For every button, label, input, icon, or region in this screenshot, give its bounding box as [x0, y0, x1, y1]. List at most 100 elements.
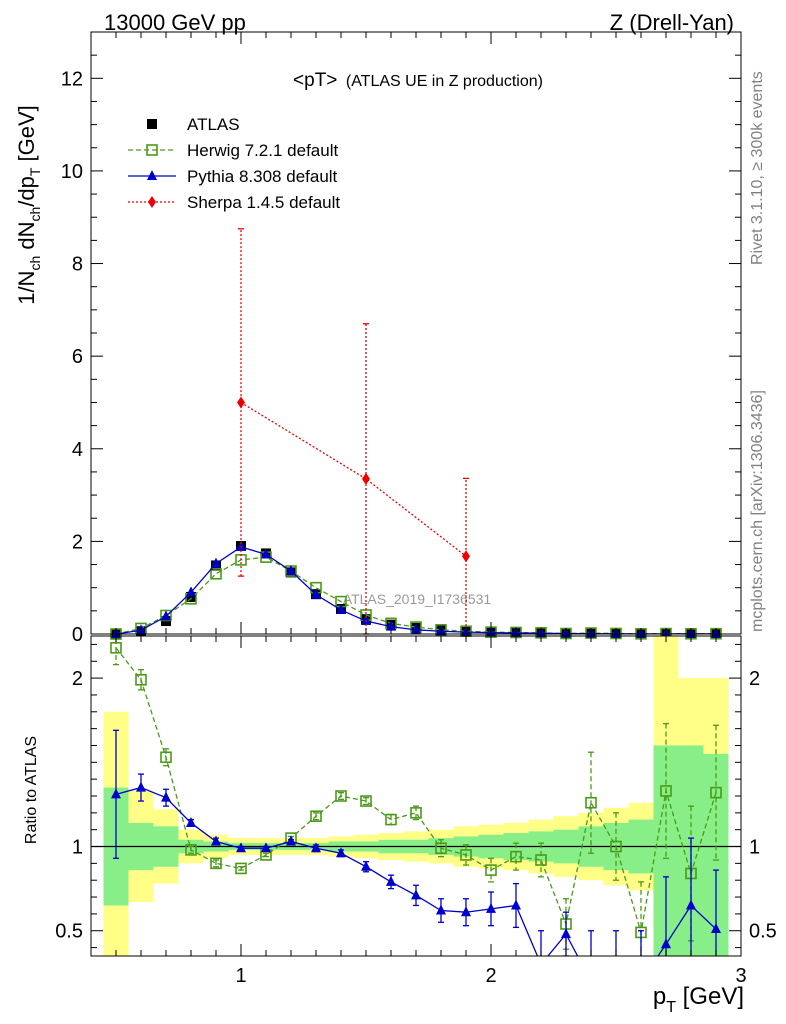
ratio-panel-data	[91, 636, 741, 956]
ratio-point	[510, 850, 522, 863]
legend-label: Herwig 7.2.1 default	[187, 141, 338, 160]
ratio-point	[335, 790, 347, 802]
main-panel-data	[110, 228, 722, 640]
ratio-bands	[103, 636, 729, 956]
main-ytick-label: 10	[61, 161, 83, 183]
ratio-point	[336, 847, 346, 858]
main-ytick-label: 2	[72, 531, 83, 553]
ratio-point	[411, 889, 421, 900]
main-title-sub: (ATLAS UE in Z production)	[346, 73, 543, 90]
ratio-point	[660, 785, 672, 797]
ratio-ytick-label-right: 1	[749, 837, 760, 859]
header-left: 13000 GeV pp	[104, 10, 246, 35]
ratio-point	[711, 923, 721, 934]
main-ytick-label: 8	[72, 254, 83, 276]
data-point	[462, 550, 470, 563]
ratio-point	[710, 786, 722, 799]
main-title-main: <pT>	[293, 70, 337, 91]
ratio-xtick-label: 1	[235, 965, 246, 987]
ratio-frame	[90, 635, 742, 957]
ratio-point	[210, 857, 222, 870]
ratio-point	[261, 842, 271, 853]
series-line	[240, 401, 467, 557]
ratio-point	[461, 906, 471, 917]
main-ytick-label: 12	[61, 68, 83, 90]
ratio-point	[186, 816, 196, 827]
ratio-ytick-label-left: 0.5	[55, 921, 83, 943]
header-right: Z (Drell-Yan)	[610, 10, 734, 35]
ratio-point	[686, 899, 696, 910]
ratio-ylabel: Ratio to ATLAS	[23, 736, 40, 844]
ratio-point	[185, 844, 197, 856]
data-point	[236, 540, 246, 551]
xlabel-part-a: p	[653, 983, 666, 1010]
ratio-point	[436, 904, 446, 915]
ratio-point	[485, 864, 497, 876]
ratio-point	[360, 795, 372, 807]
main-title: <pT> (ATLAS UE in Z production)	[293, 70, 543, 91]
ratio-point	[460, 849, 472, 861]
ylabel-part-a: 1/N	[14, 271, 39, 305]
ratio-point	[410, 807, 422, 819]
ratio-point	[385, 813, 397, 826]
ratio-point	[535, 854, 547, 866]
rivet-label: Rivet 3.1.10, ≥ 300k events	[749, 71, 766, 265]
ylabel-part-d: [GeV]	[14, 105, 39, 167]
ylabel-part-b: dN	[14, 222, 39, 256]
main-ytick-label: 6	[72, 346, 83, 368]
data-point	[161, 610, 171, 621]
legend-label: Sherpa 1.4.5 default	[187, 193, 340, 212]
data-point	[211, 557, 221, 568]
legend-marker	[147, 119, 157, 129]
legend-label: ATLAS	[187, 115, 240, 134]
data-point	[311, 588, 321, 599]
main-ytick-label: 4	[72, 439, 83, 461]
legend-label: Pythia 8.308 default	[187, 167, 338, 186]
xlabel: pT [GeV]	[653, 983, 744, 1016]
ratio-point	[136, 781, 146, 792]
series-3	[237, 228, 470, 635]
ratio-xtick-label: 3	[735, 965, 746, 987]
main-panel-axes: 0 2 4 6 8 10 12	[61, 31, 742, 646]
data-point	[362, 472, 370, 485]
legend: ATLAS Herwig 7.2.1 default Pythia 8.308 de…	[128, 115, 340, 212]
data-point	[336, 603, 346, 614]
data-point	[386, 620, 396, 631]
ratio-panel-axes: 0.5 0.5 1 1 2 2 1 2 3	[55, 635, 777, 987]
ratio-ytick-label-left: 2	[72, 668, 83, 690]
ylabel-sub-c: T	[27, 167, 43, 176]
site-label: mcplots.cern.ch [arXiv:1306.3436]	[749, 390, 766, 632]
ratio-point	[311, 842, 321, 853]
ratio-series-1	[111, 729, 721, 956]
xlabel-sub: T	[666, 999, 676, 1016]
data-point	[261, 548, 271, 559]
xlabel-part-b: [GeV]	[676, 983, 744, 1010]
ratio-point	[561, 928, 571, 939]
ratio-point	[435, 842, 447, 855]
ylabel-sub-a: ch	[27, 256, 43, 271]
ratio-point	[610, 840, 622, 853]
ratio-point	[161, 791, 171, 802]
ratio-point	[111, 788, 121, 799]
ratio-point	[236, 842, 246, 853]
ratio-point	[361, 860, 371, 871]
legend-marker	[146, 144, 158, 156]
watermark: ATLAS_2019_I1736531	[343, 591, 492, 607]
data-point	[210, 567, 222, 580]
main-ytick-label: 0	[72, 624, 83, 646]
ratio-point	[135, 673, 147, 686]
ylabel-part-c: /dp	[14, 176, 39, 207]
data-point	[237, 396, 245, 409]
ratio-point	[386, 875, 396, 886]
legend-marker	[148, 196, 156, 208]
ratio-point	[286, 835, 296, 846]
ratio-point	[110, 641, 122, 654]
data-point	[186, 591, 196, 602]
ratio-point	[661, 938, 671, 949]
ratio-point	[160, 751, 172, 764]
ratio-point	[310, 810, 322, 823]
ratio-ytick-label-right: 0.5	[749, 921, 777, 943]
ratio-point	[235, 862, 247, 875]
data-point	[186, 586, 196, 597]
